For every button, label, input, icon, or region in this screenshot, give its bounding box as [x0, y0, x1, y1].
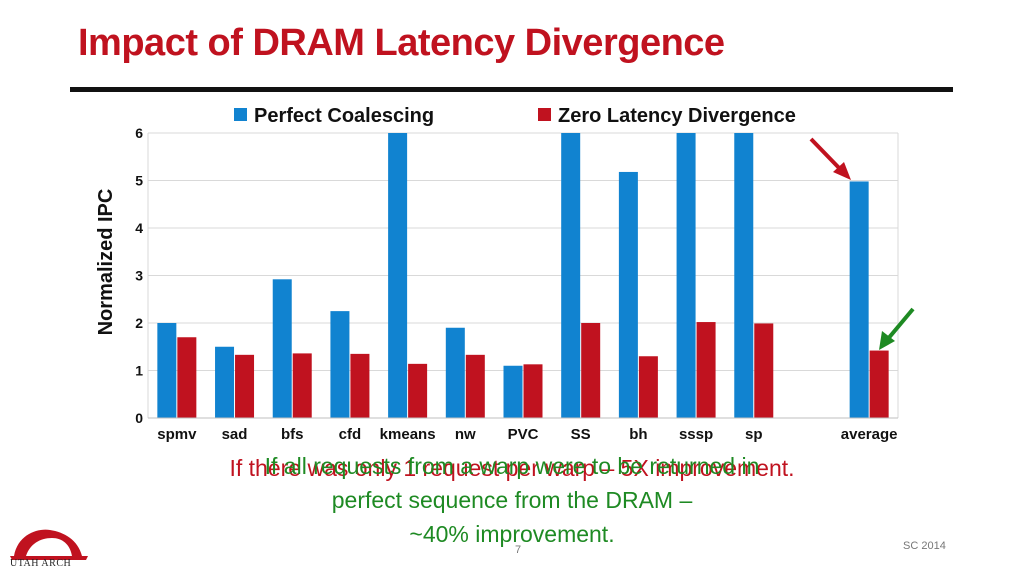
bar-bh-coalescing	[618, 171, 638, 418]
x-tick-label: sssp	[679, 426, 713, 443]
legend-swatch	[538, 108, 551, 121]
logo-text: UTAH ARCH	[10, 558, 72, 569]
bar-cfd-zero-divergence	[350, 353, 370, 418]
slide-number: 7	[515, 544, 522, 556]
bar-sssp-coalescing	[676, 133, 696, 418]
x-tick-label: spmv	[157, 426, 197, 443]
x-tick-label: average	[841, 426, 898, 443]
legend-label: Perfect Coalescing	[254, 105, 434, 127]
x-tick-label: sp	[745, 426, 763, 443]
bar-nw-zero-divergence	[465, 354, 485, 418]
bar-nw-coalescing	[445, 327, 465, 418]
y-tick-label: 4	[135, 220, 143, 236]
bar-spmv-zero-divergence	[177, 337, 197, 418]
bar-sssp-zero-divergence	[696, 322, 716, 418]
bar-average-zero-divergence	[869, 350, 889, 418]
caption-line-2: perfect sequence from the DRAM –	[331, 487, 693, 513]
axes: 0 1 2 3 4 5 6 spmv sad bfs cfd kmeans nw PVC SS bh sssp s…	[135, 125, 899, 443]
bar-SS-coalescing	[561, 133, 581, 418]
y-tick-label: 5	[135, 173, 143, 189]
x-tick-label: kmeans	[380, 426, 436, 443]
caption-one-request: If there was only 1 request per warp – 5…	[229, 455, 795, 481]
legend-label: Zero Latency Divergence	[558, 105, 796, 127]
bar-groups	[157, 133, 889, 418]
caption-line-1: If all requests from a warp were to be r…	[264, 453, 760, 479]
x-tick-label: nw	[455, 426, 476, 443]
bar-sad-coalescing	[215, 346, 235, 418]
x-tick-label: bfs	[281, 426, 304, 443]
y-tick-label: 3	[135, 268, 143, 284]
x-tick-label: bh	[629, 426, 647, 443]
utah-arch-logo-icon	[10, 529, 88, 560]
bar-bfs-zero-divergence	[292, 353, 312, 418]
legend: Perfect Coalescing Zero Latency Divergenc…	[234, 105, 796, 127]
title-divider	[70, 87, 953, 92]
slide-title: Impact of DRAM Latency Divergence	[78, 22, 725, 64]
bar-average-coalescing	[849, 181, 869, 418]
bar-sad-zero-divergence	[235, 354, 255, 418]
bar-bh-zero-divergence	[638, 356, 658, 418]
bar-spmv-coalescing	[157, 323, 177, 418]
bar-SS-zero-divergence	[581, 323, 601, 418]
bar-PVC-coalescing	[503, 365, 523, 418]
green-arrow-icon	[879, 307, 915, 350]
y-tick-label: 2	[135, 315, 143, 331]
legend-swatch	[234, 108, 247, 121]
x-tick-label: PVC	[508, 426, 539, 443]
bar-kmeans-coalescing	[388, 133, 408, 418]
bar-PVC-zero-divergence	[523, 364, 543, 418]
bar-bfs-coalescing	[272, 279, 292, 418]
y-tick-label: 6	[135, 125, 143, 141]
bar-sp-zero-divergence	[754, 323, 774, 418]
y-tick-label: 0	[135, 410, 143, 426]
caption-perfect-sequence: If all requests from a warp were to be r…	[0, 449, 1024, 551]
bar-kmeans-zero-divergence	[408, 363, 428, 418]
y-axis-label: Normalized IPC	[95, 189, 117, 336]
x-tick-label: cfd	[339, 426, 362, 443]
x-tick-label: sad	[222, 426, 248, 443]
conference-label: SC 2014	[903, 540, 946, 552]
grid-lines	[148, 132, 898, 419]
red-arrow-icon	[809, 137, 851, 180]
bar-sp-coalescing	[734, 133, 754, 418]
caption-line-3: ~40% improvement.	[409, 521, 615, 547]
bar-cfd-coalescing	[330, 311, 350, 418]
x-tick-label: SS	[571, 426, 591, 443]
y-tick-label: 1	[135, 363, 143, 379]
